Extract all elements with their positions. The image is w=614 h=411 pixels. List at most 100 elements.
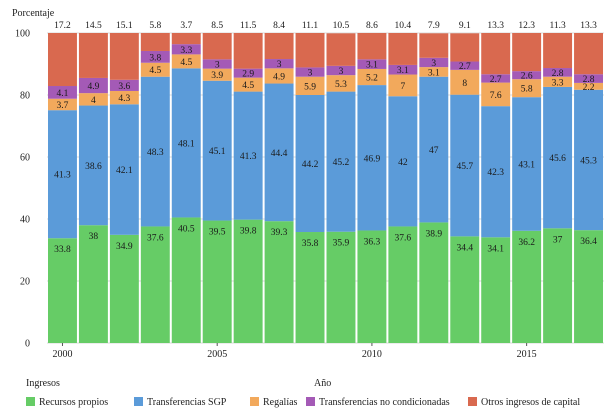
bar-segment (109, 104, 139, 235)
data-label: 48.3 (147, 148, 164, 158)
bar-segment (326, 231, 356, 343)
data-label: 3.1 (366, 61, 378, 71)
bar-segment (140, 76, 170, 227)
bar-segment (295, 33, 325, 68)
legend-swatch (26, 397, 35, 406)
bar-segment (202, 33, 232, 60)
bar-segment (295, 76, 325, 95)
bar-segment (48, 86, 77, 99)
data-label: 48.1 (178, 139, 195, 149)
bar-segment (78, 225, 108, 343)
bar-segment (171, 68, 201, 218)
grid-lines (47, 32, 604, 344)
bar-segment (357, 59, 387, 69)
bar-segment (512, 97, 542, 231)
data-label: 4.5 (242, 81, 254, 91)
bar-segment (295, 95, 325, 233)
x-tick-label: 2005 (207, 349, 227, 360)
data-label: 36.3 (364, 237, 381, 247)
bar-segment (419, 67, 449, 77)
data-label: 2.7 (459, 62, 471, 72)
y-axis-label: Porcentaje (12, 8, 55, 19)
data-label: 35.9 (333, 239, 350, 249)
bar-segment (233, 77, 263, 92)
data-label: 2.6 (521, 72, 533, 82)
legend-entry: Transferencias SGP (147, 397, 227, 408)
legend-swatch (134, 397, 143, 406)
bar-segment (326, 75, 356, 92)
bar-segment (171, 217, 201, 343)
bar-segment (48, 33, 77, 87)
data-label: 41.3 (54, 171, 71, 181)
data-label: 15.1 (116, 21, 133, 31)
data-label: 11.3 (549, 21, 566, 31)
bar-segment (512, 71, 542, 80)
bar-segment (202, 220, 232, 343)
bar-segment (574, 230, 603, 343)
bar-segment (543, 228, 573, 343)
data-label: 5.8 (149, 21, 161, 31)
bar-segment (512, 230, 542, 343)
legend-entry: Otros ingresos de capital (481, 397, 580, 408)
bar-segment (574, 74, 603, 83)
bar-segment (574, 33, 603, 75)
data-label: 3.7 (57, 101, 69, 111)
bar-segment (109, 90, 139, 105)
data-label: 13.3 (580, 21, 597, 31)
bar-segment (171, 44, 201, 55)
data-label: 3 (308, 69, 313, 79)
bar-segment (357, 33, 387, 60)
data-label: 3 (277, 60, 282, 70)
bar-segment (109, 33, 139, 80)
bar-segment (574, 82, 603, 90)
bar-segment (481, 74, 511, 83)
data-label: 37 (553, 235, 563, 245)
y-tick-label: 20 (20, 277, 30, 288)
bar-segment (388, 33, 418, 65)
bar-segment (450, 94, 480, 237)
data-label: 7.9 (428, 21, 440, 31)
bar-segment (48, 110, 77, 239)
data-label: 3.1 (397, 66, 409, 76)
data-label: 38.6 (85, 162, 102, 172)
data-label: 36.2 (518, 238, 535, 248)
data-label: 4.3 (118, 94, 130, 104)
bar-segment (481, 82, 511, 107)
data-label: 42.1 (116, 166, 133, 176)
data-label: 3.3 (552, 78, 564, 88)
y-tick-label: 100 (15, 29, 30, 40)
data-label: 44.4 (271, 149, 288, 159)
bar-segment (264, 68, 294, 84)
bar-segment (450, 61, 480, 70)
bars-group (48, 33, 603, 343)
bar-segment (202, 80, 232, 221)
bar-segment (388, 96, 418, 227)
data-label: 39.3 (271, 228, 288, 238)
bar-segment (264, 221, 294, 343)
data-label: 43.1 (518, 160, 535, 170)
bar-segment (109, 79, 139, 91)
bar-segment (78, 33, 108, 78)
x-axis-ticks: 2000 2005 2010 2015 (52, 343, 537, 360)
bar-segment (419, 222, 449, 343)
bar-segment (326, 65, 356, 76)
y-tick-label: 0 (25, 339, 30, 350)
data-label: 44.2 (302, 160, 319, 170)
bar-segment (48, 238, 77, 343)
bar-segment (171, 54, 201, 69)
bar-segment (326, 91, 356, 232)
data-label: 2.7 (490, 75, 502, 85)
bar-segment (419, 57, 449, 68)
bar-segment (109, 234, 139, 343)
bar-segment (419, 33, 449, 58)
legend-entry: Recursos propios (39, 397, 108, 408)
legend-title: Ingresos (26, 378, 60, 389)
bar-segment (388, 226, 418, 343)
legend-entry: Regalías (263, 397, 298, 408)
data-label: 5.3 (335, 80, 347, 90)
data-label: 7.6 (490, 91, 502, 101)
data-label: 8 (462, 79, 467, 89)
bar-segment (48, 98, 77, 111)
bar-segment (357, 230, 387, 343)
data-label: 37.6 (395, 233, 412, 243)
